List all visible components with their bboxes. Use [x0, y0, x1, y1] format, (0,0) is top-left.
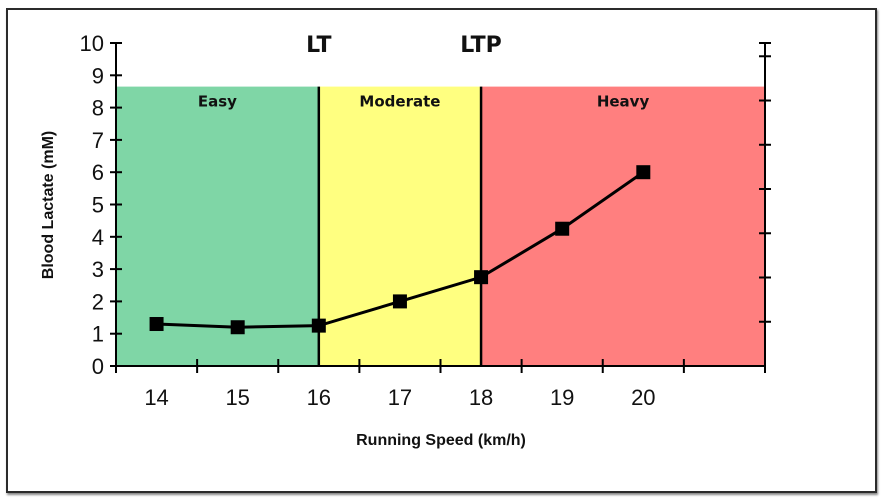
zone-moderate	[318, 86, 482, 366]
x-tick-label: 18	[469, 385, 493, 410]
y-tick-label: 0	[92, 354, 104, 379]
y-tick-label: 6	[92, 160, 104, 185]
labels-layer: Easy Moderate Heavy LT LTP	[198, 33, 650, 111]
data-point	[636, 165, 651, 180]
y-tick-label: 10	[80, 31, 104, 56]
data-point	[392, 294, 407, 309]
y-tick-label: 7	[92, 128, 104, 153]
y-tick-label: 8	[92, 96, 104, 121]
data-point	[555, 221, 570, 236]
x-tick-label: 15	[225, 385, 249, 410]
data-point	[311, 318, 326, 333]
x-tick-label: 16	[307, 385, 331, 410]
y-tick-label: 5	[92, 193, 104, 218]
threshold-label-ltp: LTP	[460, 33, 502, 58]
y-tick-label: 3	[92, 257, 104, 282]
data-point	[149, 317, 164, 332]
x-tick-label: 20	[631, 385, 655, 410]
zones-layer	[116, 86, 765, 366]
zone-heavy	[481, 86, 765, 366]
x-tick-label: 17	[388, 385, 412, 410]
x-axis-title: Running Speed (km/h)	[356, 432, 526, 449]
threshold-label-lt: LT	[306, 33, 331, 58]
data-point	[230, 320, 245, 335]
y-tick-label: 1	[92, 322, 104, 347]
zone-easy	[116, 86, 319, 366]
zone-label-easy: Easy	[198, 93, 237, 111]
axes-layer: 0 1 2 3 4 5 6 7 8 9 10 14 15 16 17 18 19 20	[80, 31, 771, 410]
y-tick-label: 9	[92, 63, 104, 88]
zone-label-moderate: Moderate	[359, 93, 440, 111]
x-tick-label: 14	[144, 385, 168, 410]
x-tick-label: 19	[550, 385, 574, 410]
y-axis-title: Blood Lactate (mM)	[40, 131, 57, 279]
series-layer	[149, 165, 651, 335]
data-point	[474, 270, 489, 285]
zone-label-heavy: Heavy	[597, 93, 650, 111]
y-tick-label: 4	[92, 225, 104, 250]
y-tick-label: 2	[92, 289, 104, 314]
